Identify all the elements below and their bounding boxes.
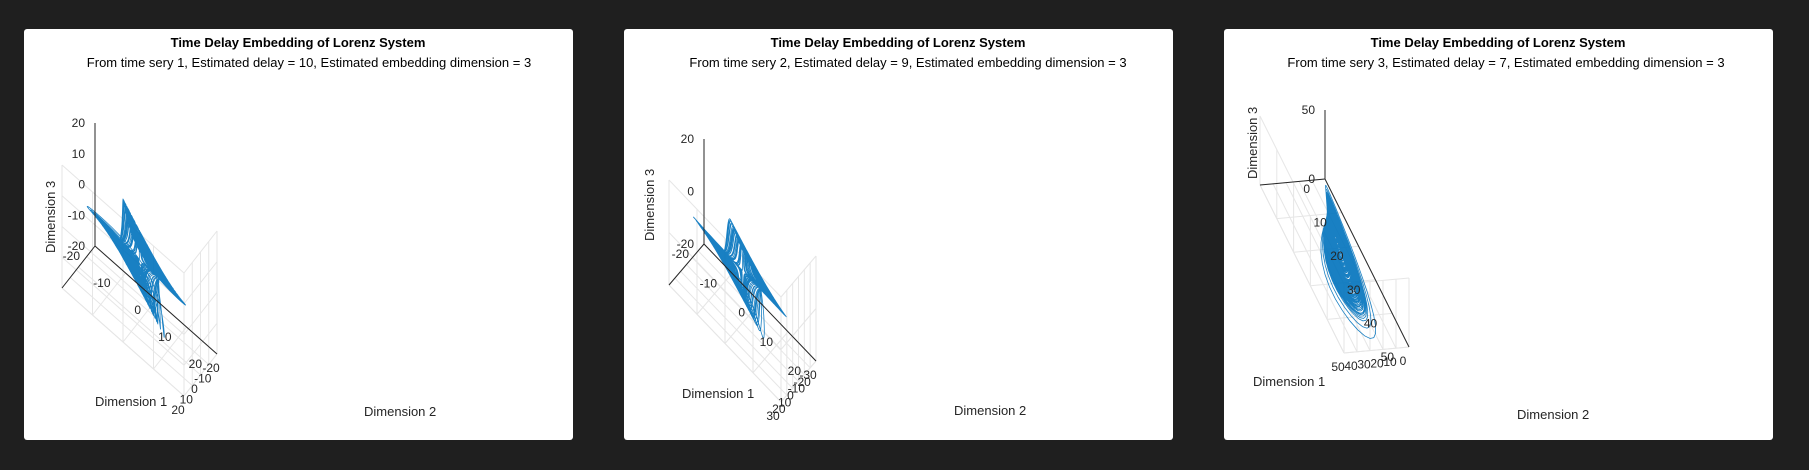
y-tick-label: 30	[1357, 358, 1371, 372]
x-tick-label: -20	[672, 247, 690, 261]
y-tick-label: -30	[799, 368, 817, 382]
z-tick-label: 0	[1308, 172, 1315, 186]
chart-panel-3: Time Delay Embedding of Lorenz System Fr…	[1224, 29, 1773, 440]
z-tick-label: 20	[681, 132, 695, 146]
y-axis-label: Dimension 2	[954, 403, 1026, 418]
x-tick-label: 0	[134, 303, 141, 317]
y-tick-label: 20	[772, 402, 786, 416]
chart-subtitle: From time sery 1, Estimated delay = 10, …	[87, 55, 531, 70]
embedding-trajectory	[1320, 184, 1377, 339]
x-tick-label: -10	[93, 276, 111, 290]
chart-panel-1: Time Delay Embedding of Lorenz System Fr…	[24, 29, 573, 440]
z-tick-label: -20	[677, 237, 695, 251]
y-axis-label: Dimension 2	[1517, 407, 1589, 422]
y-tick-label: 30	[766, 409, 780, 423]
x-tick-label: 20	[1330, 249, 1344, 263]
x-tick-label: 20	[189, 357, 203, 371]
chart-subtitle: From time sery 3, Estimated delay = 7, E…	[1287, 55, 1724, 70]
x-tick-label: 50	[1381, 350, 1395, 364]
x-axis-label: Dimension 1	[682, 386, 754, 401]
z-tick-label: -20	[68, 239, 86, 253]
x-tick-label: -10	[700, 276, 718, 290]
y-tick-label: 20	[1370, 356, 1384, 370]
y-tick-label: 20	[171, 403, 185, 417]
y-axis-label: Dimension 2	[364, 404, 436, 419]
chart-title: Time Delay Embedding of Lorenz System	[1371, 35, 1626, 50]
x-tick-label: 40	[1364, 316, 1378, 330]
chart-panel-2: Time Delay Embedding of Lorenz System Fr…	[624, 29, 1173, 440]
y-tick-label: -10	[194, 372, 212, 386]
z-axis-label: Dimension 3	[43, 181, 58, 253]
embedding-trajectory	[86, 198, 187, 338]
embedding-trajectory	[693, 216, 788, 339]
z-tick-label: -10	[68, 208, 86, 222]
y-tick-label: -20	[793, 375, 811, 389]
x-tick-label: 20	[788, 364, 802, 378]
z-axis-label: Dimension 3	[1245, 107, 1260, 179]
chart-title: Time Delay Embedding of Lorenz System	[771, 35, 1026, 50]
y-tick-label: -10	[788, 382, 806, 396]
z-axis-label: Dimension 3	[642, 169, 657, 241]
x-tick-label: -20	[63, 249, 81, 263]
z-tick-label: 10	[72, 147, 86, 161]
y-tick-label: 0	[1400, 354, 1407, 368]
y-tick-label: 10	[180, 393, 194, 407]
x-tick-label: 0	[1303, 182, 1310, 196]
z-tick-label: 0	[78, 178, 85, 192]
z-tick-label: 20	[72, 116, 86, 130]
x-axis-label: Dimension 1	[95, 394, 167, 409]
y-tick-label: -20	[202, 361, 220, 375]
x-tick-label: 10	[1313, 216, 1327, 230]
y-tick-label: 0	[191, 382, 198, 396]
x-tick-label: 30	[1347, 283, 1361, 297]
x-tick-label: 0	[738, 306, 745, 320]
z-tick-label: 0	[687, 185, 694, 199]
y-tick-label: 0	[787, 389, 794, 403]
chart-2: Time Delay Embedding of Lorenz System Fr…	[642, 35, 1127, 423]
x-axis-label: Dimension 1	[1253, 374, 1325, 389]
z-tick-label: 50	[1302, 103, 1316, 117]
y-tick-label: 10	[778, 395, 792, 409]
x-tick-label: 10	[158, 330, 172, 344]
x-tick-label: 10	[760, 335, 774, 349]
y-tick-label: 50	[1331, 360, 1345, 374]
y-tick-label: 40	[1344, 359, 1358, 373]
chart-subtitle: From time sery 2, Estimated delay = 9, E…	[689, 55, 1126, 70]
chart-3: Time Delay Embedding of Lorenz System Fr…	[1245, 35, 1725, 422]
chart-title: Time Delay Embedding of Lorenz System	[171, 35, 426, 50]
chart-1: Time Delay Embedding of Lorenz System Fr…	[43, 35, 531, 419]
y-tick-label: 10	[1383, 355, 1397, 369]
